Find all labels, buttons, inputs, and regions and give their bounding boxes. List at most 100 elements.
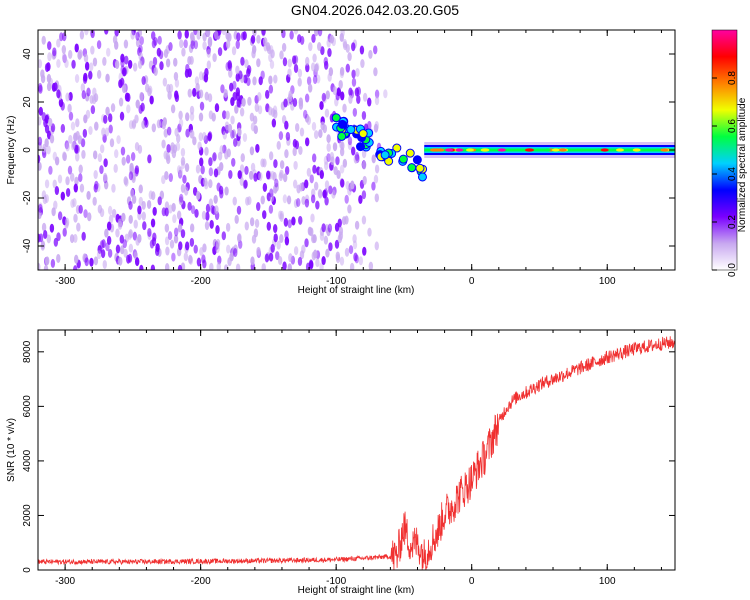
heatmap-cell: [273, 184, 278, 194]
x-tick-label: -300: [55, 576, 75, 587]
heatmap-cell: [335, 91, 340, 101]
heatmap-cell: [340, 178, 345, 188]
heatmap-cell: [266, 221, 272, 231]
heatmap-cell: [339, 147, 345, 157]
y-tick-label: 0: [22, 147, 33, 153]
heatmap-cell: [96, 40, 102, 50]
heatmap-cell: [166, 143, 171, 153]
heatmap-cell: [177, 264, 183, 270]
heatmap-cell: [44, 179, 50, 189]
heatmap-cell: [284, 165, 290, 175]
heatmap-cell: [660, 148, 669, 152]
heatmap-cell: [54, 156, 60, 166]
heatmap-cell: [48, 165, 53, 175]
heatmap-cell: [69, 234, 75, 244]
heatmap-cell: [50, 258, 56, 268]
heatmap-cell: [73, 183, 78, 193]
heatmap-cell: [356, 94, 361, 104]
heatmap-cell: [358, 256, 364, 266]
heatmap-cell: [103, 114, 108, 124]
heatmap-cell: [121, 156, 126, 166]
heatmap-cell: [358, 129, 368, 139]
heatmap-cell: [214, 103, 220, 113]
heatmap-cell: [137, 205, 142, 215]
heatmap-cell: [215, 238, 221, 248]
heatmap-cell: [164, 170, 169, 180]
y-tick-label: 6000: [22, 395, 33, 418]
heatmap-cell: [480, 148, 489, 152]
heatmap-cell: [140, 102, 145, 112]
heatmap-cell: [285, 131, 291, 141]
heatmap-cell: [56, 232, 61, 242]
heatmap-cell: [331, 113, 341, 123]
x-tick-label: 0: [469, 276, 475, 287]
y-tick-label: 20: [22, 96, 33, 108]
x-tick-label: -200: [191, 276, 211, 287]
heatmap-cell: [324, 196, 329, 206]
heatmap-cell: [367, 97, 372, 107]
heatmap-cell: [172, 144, 178, 154]
heatmap-cell: [374, 164, 380, 174]
heatmap-cell: [222, 110, 227, 120]
heatmap-cell: [371, 154, 376, 164]
heatmap-cell: [240, 56, 245, 66]
heatmap-cell: [120, 146, 126, 156]
heatmap-cell: [373, 174, 379, 184]
heatmap-cell: [74, 176, 79, 186]
heatmap-cell: [356, 142, 366, 152]
heatmap-cell: [292, 55, 297, 65]
y-tick-label: 40: [22, 48, 33, 60]
heatmap-cell: [38, 161, 42, 171]
heatmap-cell: [42, 229, 48, 239]
heatmap-cell: [383, 89, 388, 99]
heatmap-cell: [279, 234, 284, 244]
heatmap-cell: [260, 195, 265, 205]
heatmap-cell: [311, 33, 316, 43]
heatmap-cell: [374, 96, 380, 106]
heatmap-cell: [354, 220, 360, 230]
heatmap-cell: [353, 252, 358, 262]
heatmap-cell: [314, 63, 319, 73]
heatmap-cell: [159, 61, 164, 71]
heatmap-cell: [249, 112, 255, 122]
heatmap-cell: [238, 70, 243, 80]
heatmap-cell: [83, 72, 88, 82]
heatmap-cell: [111, 183, 116, 193]
heatmap-cell: [161, 120, 166, 130]
heatmap-cell: [237, 127, 242, 137]
heatmap-cell: [542, 148, 551, 152]
heatmap-cell: [231, 129, 237, 139]
heatmap-cell: [173, 227, 179, 237]
heatmap-cell: [56, 38, 61, 48]
heatmap-cell: [316, 74, 321, 84]
heatmap-cell: [326, 134, 331, 144]
heatmap-cell: [138, 51, 143, 61]
heatmap-cell: [315, 258, 320, 268]
heatmap-cell: [78, 204, 83, 214]
heatmap-cell: [64, 59, 69, 69]
heatmap-cell: [322, 189, 327, 199]
heatmap-cell: [201, 210, 207, 220]
heatmap-cell: [232, 80, 237, 90]
heatmap-cell: [255, 143, 260, 153]
x-tick-label: -100: [326, 576, 346, 587]
heatmap-cell: [139, 264, 144, 270]
heatmap-cell: [234, 214, 239, 224]
heatmap-cell: [225, 222, 231, 232]
heatmap-cell: [216, 262, 221, 270]
heatmap-cell: [141, 211, 146, 221]
heatmap-cell: [165, 246, 170, 256]
heatmap-cell: [361, 190, 367, 200]
heatmap-cell: [96, 69, 102, 79]
heatmap-cell: [239, 107, 245, 117]
heatmap-cell: [325, 90, 330, 100]
heatmap-cell: [130, 30, 135, 40]
heatmap-cell: [92, 196, 97, 206]
heatmap-cell: [497, 148, 506, 152]
heatmap-cell: [235, 263, 241, 270]
heatmap-cell: [202, 243, 207, 253]
heatmap-cell: [125, 154, 131, 164]
heatmap-cell: [178, 166, 183, 176]
